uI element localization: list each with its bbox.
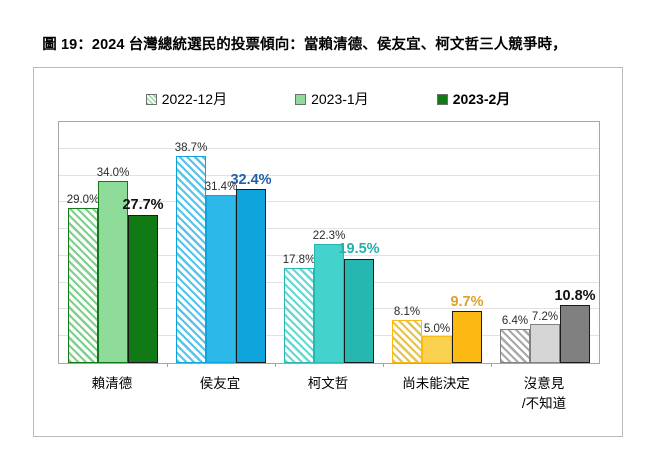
legend-swatch-hatched-green (145, 93, 157, 105)
bar-value-label: 17.8% (282, 254, 316, 267)
bar[interactable]: 19.5% (338, 242, 380, 363)
bar-group: 29.0% 34.0% 27.7% (59, 122, 167, 363)
bar[interactable]: 10.8% (554, 289, 596, 363)
chart-frame: 2022-12月 2023-1月 2023-2月 29.0% 34.0% 27.7%… (33, 67, 623, 437)
bar-value-label: 29.0% (66, 194, 100, 207)
bar-value-label: 19.5% (338, 241, 380, 258)
legend-label-2022-12: 2022-12月 (161, 91, 228, 107)
bar[interactable]: 38.7% (175, 143, 207, 363)
category-label: 侯友宜 (199, 376, 241, 391)
bar[interactable]: 31.4% (205, 182, 237, 363)
bar-value-label: 6.4% (501, 315, 529, 328)
legend-swatch-dark-green (436, 93, 448, 105)
legend-item-2022-12[interactable]: 2022-12月 (145, 89, 228, 109)
bar-value-label: 5.0% (423, 322, 451, 335)
bar[interactable]: 29.0% (67, 195, 99, 363)
bar-value-label: 9.7% (450, 293, 484, 310)
axis-tick (167, 363, 168, 367)
bar[interactable]: 34.0% (97, 168, 129, 363)
bar[interactable]: 32.4% (230, 173, 272, 363)
bars-row: 29.0% 34.0% 27.7% (59, 122, 167, 363)
gridline (59, 228, 599, 230)
category-label: 尚未能決定 (402, 376, 470, 391)
legend-label-2023-1: 2023-1月 (311, 91, 369, 107)
bar-group: 38.7% 31.4% 32.4% (167, 122, 275, 363)
chart-legend: 2022-12月 2023-1月 2023-2月 (34, 86, 622, 112)
bar[interactable]: 17.8% (283, 255, 315, 363)
axis-tick (275, 363, 276, 367)
category-label: 柯文哲 (307, 376, 349, 391)
bar[interactable]: 7.2% (530, 311, 560, 363)
category-label: 賴清德 (91, 376, 133, 391)
bars-row: 17.8% 22.3% 19.5% (275, 122, 383, 363)
bar[interactable]: 6.4% (500, 316, 530, 363)
axis-tick (383, 363, 384, 367)
legend-swatch-light-green (295, 93, 307, 105)
bar-group: 17.8% 22.3% 19.5% (275, 122, 383, 363)
bar-value-label: 31.4% (204, 181, 238, 194)
bar-value-label: 38.7% (174, 142, 208, 155)
axis-tick (491, 363, 492, 367)
bar-value-label: 7.2% (531, 310, 559, 323)
bar-value-label: 27.7% (122, 197, 164, 214)
bars-row: 38.7% 31.4% 32.4% (167, 122, 275, 363)
category-label: 沒意見 /不知道 (521, 376, 567, 411)
bar[interactable]: 5.0% (422, 323, 452, 363)
bar[interactable]: 22.3% (313, 231, 345, 363)
bar-group: 6.4% 7.2% 10.8% (491, 122, 599, 363)
gridline (59, 201, 599, 203)
gridline (59, 147, 599, 149)
bar-value-label: 34.0% (96, 167, 130, 180)
bar[interactable]: 27.7% (122, 198, 164, 363)
bar-group: 8.1% 5.0% 9.7% (383, 122, 491, 363)
legend-label-2023-2: 2023-2月 (452, 91, 511, 107)
legend-item-2023-1[interactable]: 2023-1月 (295, 89, 369, 109)
bar[interactable]: 8.1% (392, 307, 422, 363)
figure-title-line-1: 圖 19：2024 台灣總統選民的投票傾向：當賴清德、侯友宜、柯文哲三人競爭時， (42, 37, 567, 54)
bar-value-label: 32.4% (230, 171, 272, 188)
bar-value-label: 10.8% (554, 287, 596, 304)
gridline (59, 174, 599, 176)
bar-value-label: 22.3% (312, 230, 346, 243)
bars-row: 6.4% 7.2% 10.8% (491, 122, 599, 363)
bar-value-label: 8.1% (393, 306, 421, 319)
legend-item-2023-2[interactable]: 2023-2月 (436, 89, 511, 109)
bar[interactable]: 9.7% (450, 295, 484, 363)
plot-area: 29.0% 34.0% 27.7% 38.7% 31.4% 32.4% 17.8% 22.3%… (58, 121, 600, 367)
bars-row: 8.1% 5.0% 9.7% (383, 122, 491, 363)
